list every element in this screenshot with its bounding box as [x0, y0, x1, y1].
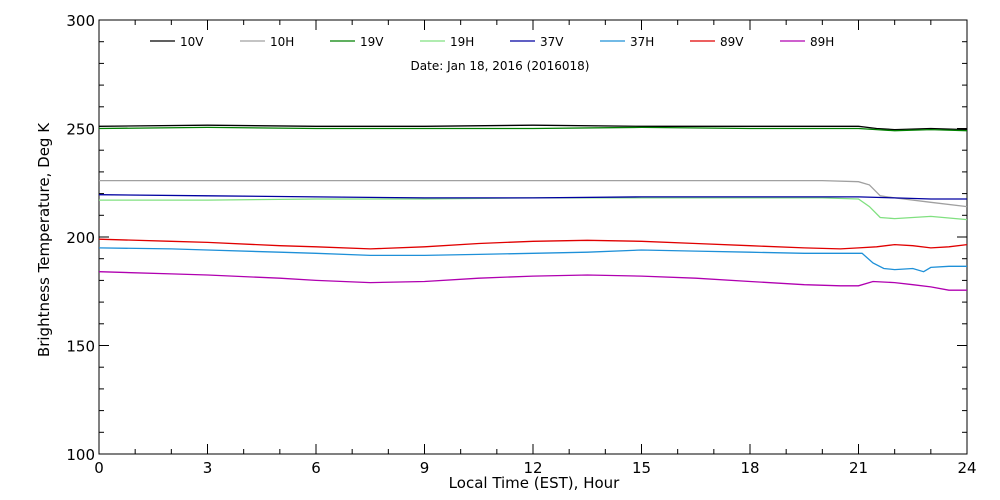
x-tick-label: 9: [420, 459, 430, 477]
y-tick-label: 250: [66, 121, 95, 139]
legend-label-89v: 89V: [720, 35, 744, 49]
legend: 10V 10H 19V 19H 37V 37H 89V 89H: [150, 35, 834, 49]
series-line-89h: [98, 271, 967, 291]
y-tick-label: 150: [66, 338, 95, 356]
legend-label-19v: 19V: [360, 35, 384, 49]
x-tick-label: 12: [523, 459, 542, 477]
legend-label-10v: 10V: [180, 35, 204, 49]
legend-label-89h: 89H: [810, 35, 834, 49]
x-tick-label: 6: [311, 459, 321, 477]
series-line-19h: [99, 197, 968, 221]
legend-label-37v: 37V: [540, 35, 564, 49]
y-tick-label: 300: [66, 12, 95, 30]
series-line-10v: [98, 124, 968, 131]
x-tick-label: 18: [740, 459, 759, 477]
y-tick-label: 100: [66, 446, 95, 464]
x-tick-label: 24: [957, 459, 976, 477]
x-tick-label: 21: [849, 459, 868, 477]
series-line-37v: [98, 194, 967, 200]
plot-frame: [98, 19, 968, 455]
x-axis-ticks: 0 3 6 9 12 15 18 21 24: [94, 20, 977, 477]
y-axis-title: Brightness Temperature, Deg K: [35, 122, 53, 357]
series-line-89v: [98, 238, 968, 250]
series-lines: [98, 124, 968, 291]
x-tick-label: 15: [632, 459, 651, 477]
series-line-10h: [99, 179, 968, 208]
y-tick-label: 200: [66, 229, 95, 247]
x-tick-label: 3: [203, 459, 213, 477]
legend-label-19h: 19H: [450, 35, 474, 49]
date-annotation: Date: Jan 18, 2016 (2016018): [411, 59, 590, 73]
y-axis-ticks: 100 150 200 250 300: [66, 12, 967, 464]
series-line-19v: [98, 126, 968, 132]
x-axis-title: Local Time (EST), Hour: [449, 474, 620, 492]
legend-label-10h: 10H: [270, 35, 294, 49]
legend-label-37h: 37H: [630, 35, 654, 49]
series-line-37h: [98, 247, 967, 273]
x-tick-label: 0: [94, 459, 104, 477]
